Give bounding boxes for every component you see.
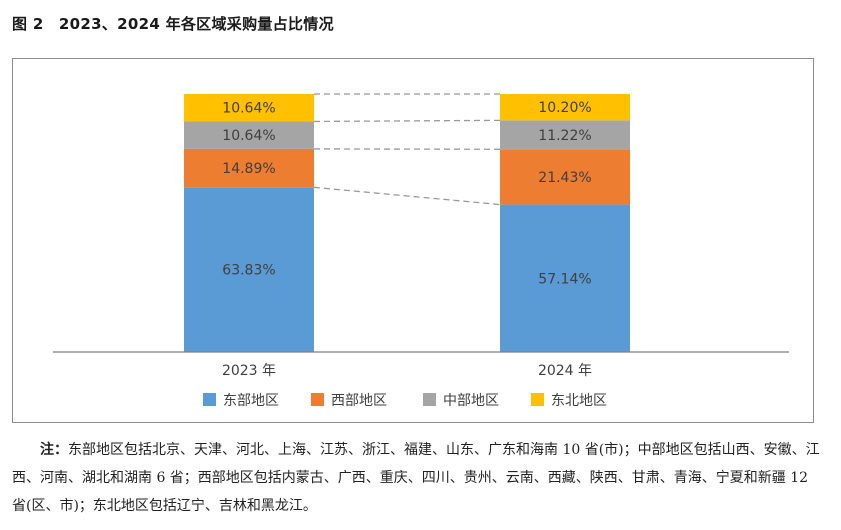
- bar-segment: [184, 94, 314, 122]
- connector-line: [313, 186, 501, 206]
- data-label: 10.64%: [222, 101, 275, 117]
- footnote-text: 东部地区包括北京、天津、河北、上海、江苏、浙江、福建、山东、广东和海南 10 省…: [12, 442, 820, 514]
- bar-segment: [184, 121, 314, 149]
- data-label: 21.43%: [538, 170, 591, 186]
- data-label: 11.22%: [538, 128, 591, 144]
- figure-title: 图 2 2023、2024 年各区域采购量占比情况: [12, 15, 334, 33]
- legend-swatch: [531, 393, 544, 406]
- footnote: 注：东部地区包括北京、天津、河北、上海、江苏、浙江、福建、山东、广东和海南 10…: [12, 436, 824, 520]
- data-label: 10.20%: [538, 100, 591, 116]
- x-tick-label: 2024 年: [538, 363, 592, 379]
- legend-label: 中部地区: [443, 393, 499, 409]
- legend-swatch: [203, 393, 216, 406]
- legend-label: 东部地区: [223, 393, 279, 409]
- x-tick-labels: 2023 年 2024 年: [222, 363, 592, 379]
- data-label: 57.14%: [538, 271, 591, 287]
- bar-segments: [184, 94, 630, 352]
- legend: 东部地区 西部地区 中部地区 东北地区: [203, 393, 607, 409]
- bar-segment: [184, 148, 314, 188]
- bar-segment: [500, 120, 630, 150]
- data-label: 63.83%: [222, 263, 275, 279]
- x-tick-label: 2023 年: [222, 363, 276, 379]
- bar-segment: [184, 187, 314, 352]
- data-label: 10.64%: [222, 128, 275, 144]
- bar-segment: [500, 149, 630, 205]
- legend-label: 西部地区: [331, 393, 387, 409]
- footnote-prefix: 注：: [40, 442, 68, 458]
- bar-segment: [500, 204, 630, 352]
- data-labels: 63.83% 14.89% 10.64% 10.64% 57.14% 21.43% 11.2…: [222, 100, 591, 287]
- connector-lines: [313, 93, 501, 206]
- chart-frame: 63.83% 14.89% 10.64% 10.64% 57.14% 21.43% 11.2…: [12, 58, 814, 423]
- data-label: 14.89%: [222, 161, 275, 177]
- bar-segment: [500, 94, 630, 121]
- legend-swatch: [311, 393, 324, 406]
- stacked-bar-chart: 63.83% 14.89% 10.64% 10.64% 57.14% 21.43% 11.2…: [53, 93, 789, 409]
- connector-line: [313, 119, 501, 123]
- legend-swatch: [423, 393, 436, 406]
- legend-label: 东北地区: [551, 393, 607, 409]
